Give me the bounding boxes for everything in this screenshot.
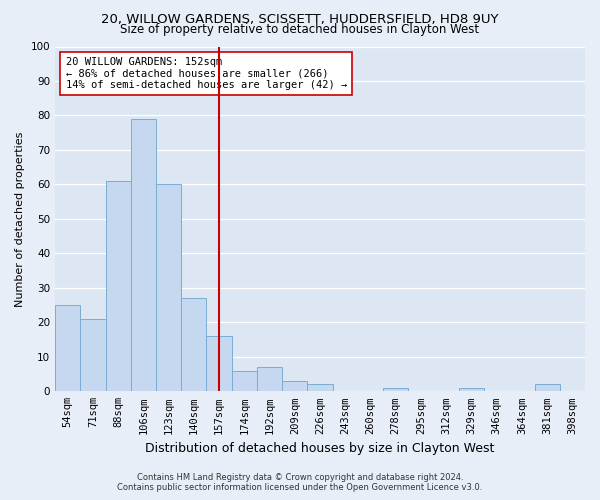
X-axis label: Distribution of detached houses by size in Clayton West: Distribution of detached houses by size … (145, 442, 495, 455)
Text: 20 WILLOW GARDENS: 152sqm
← 86% of detached houses are smaller (266)
14% of semi: 20 WILLOW GARDENS: 152sqm ← 86% of detac… (65, 57, 347, 90)
Y-axis label: Number of detached properties: Number of detached properties (15, 131, 25, 306)
Bar (459, 388, 484, 392)
Bar (206, 336, 232, 392)
Bar (80, 319, 106, 392)
Bar (535, 384, 560, 392)
Bar (156, 184, 181, 392)
Bar (307, 384, 332, 392)
Bar (232, 370, 257, 392)
Bar (181, 298, 206, 392)
Bar (55, 305, 80, 392)
Text: Size of property relative to detached houses in Clayton West: Size of property relative to detached ho… (121, 22, 479, 36)
Bar (257, 367, 282, 392)
Bar (282, 381, 307, 392)
Text: 20, WILLOW GARDENS, SCISSETT, HUDDERSFIELD, HD8 9UY: 20, WILLOW GARDENS, SCISSETT, HUDDERSFIE… (101, 12, 499, 26)
Text: Contains HM Land Registry data © Crown copyright and database right 2024.
Contai: Contains HM Land Registry data © Crown c… (118, 473, 482, 492)
Bar (131, 119, 156, 392)
Bar (383, 388, 409, 392)
Bar (106, 181, 131, 392)
